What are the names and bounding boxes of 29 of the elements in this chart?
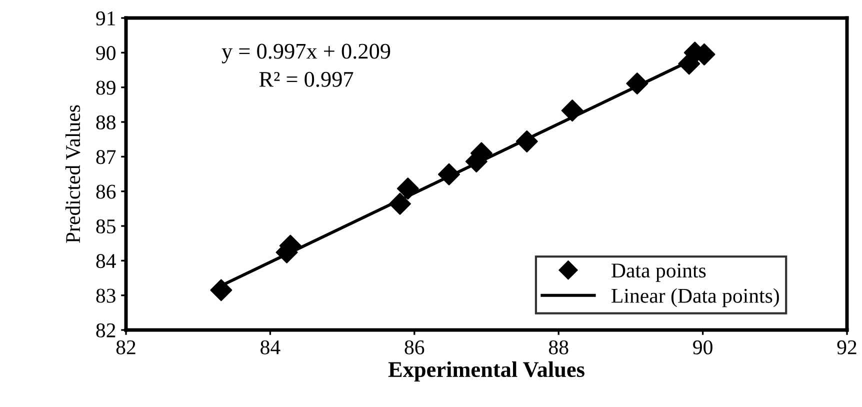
y-tick-label: 88 — [96, 115, 116, 130]
point — [210, 279, 232, 302]
point — [438, 163, 460, 186]
legend-label: Data points — [612, 264, 706, 282]
y-tick-label: 84 — [96, 254, 116, 268]
y-axis-title: Predicted Values — [65, 105, 80, 243]
annotation: y = 0.997x + 0.209 — [222, 44, 390, 64]
y-tick-label: 90 — [96, 46, 116, 60]
y-tick-label: 91 — [96, 11, 116, 26]
x-tick-label: 86 — [404, 340, 424, 354]
point — [561, 100, 584, 122]
x-axis-title: Experimental Values — [388, 361, 584, 382]
x-tick-label: 84 — [260, 340, 280, 354]
y-tick-label: 86 — [96, 184, 116, 199]
annotation: R² = 0.997 — [259, 72, 354, 87]
y-tick-label: 82 — [96, 323, 116, 338]
point — [626, 72, 648, 95]
x-tick-label: 88 — [548, 340, 568, 354]
x-tick-label: 92 — [837, 340, 856, 354]
y-tick-label: 87 — [96, 150, 116, 164]
y-tick-label: 89 — [96, 80, 116, 95]
point — [396, 178, 419, 200]
x-tick-label: 82 — [116, 340, 136, 354]
point — [388, 192, 411, 215]
x-tick-label: 90 — [693, 340, 712, 354]
legend-label: Linear (Data points) — [612, 288, 779, 308]
y-tick-label: 85 — [96, 219, 116, 234]
point — [516, 130, 538, 152]
y-tick-label: 83 — [96, 288, 116, 303]
